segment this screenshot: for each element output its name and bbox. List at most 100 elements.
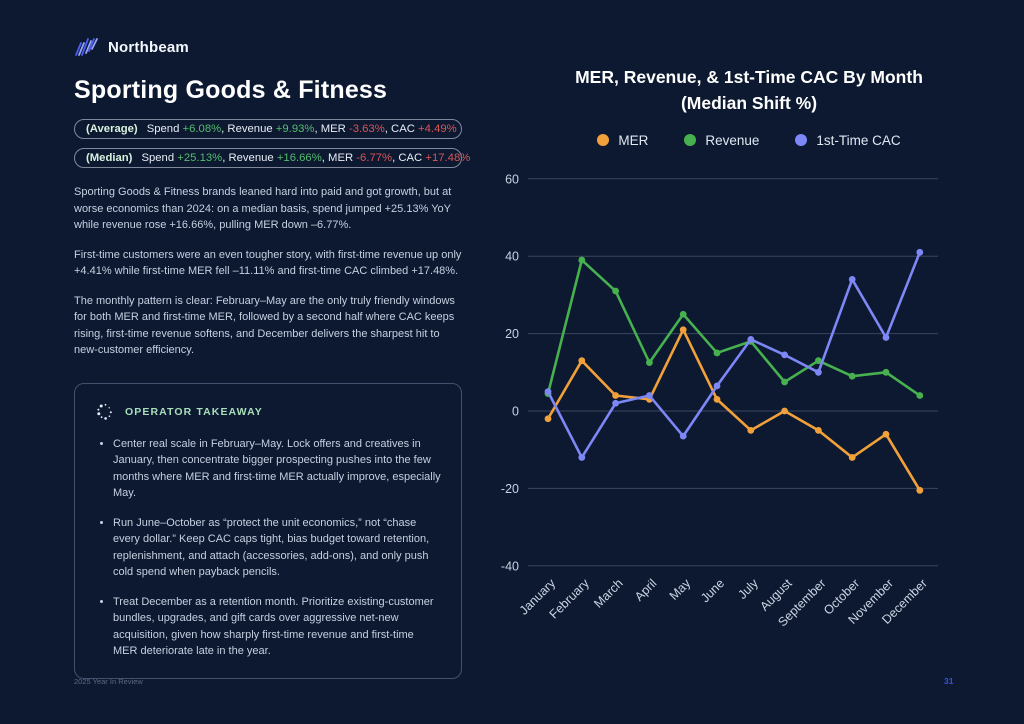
y-tick-label: 60 [505,172,519,186]
dotted-ring-icon [97,403,112,420]
revenue-line [546,258,922,397]
stat-segment: , Revenue [222,152,277,164]
takeaway-bullet-3: Treat December as a retention month. Pri… [113,594,441,660]
revenue-point [713,349,721,357]
stat-segment: +6.08% [182,123,222,135]
revenue-point [848,372,856,380]
revenue-point [646,359,653,367]
mer-point [713,395,721,403]
x-tick-label: March [591,576,625,610]
mer-point [679,326,687,334]
y-tick-label: 40 [505,250,519,264]
chart-title-line1: MER, Revenue, & 1st-Time CAC By Month [575,67,923,87]
takeaway-title: OPERATOR TAKEAWAY [125,405,263,418]
revenue-point [578,256,586,264]
cac-legend-dot-icon [795,134,808,146]
x-tick-label: April [632,576,660,604]
1st-time-cac-point [646,392,653,399]
chart-legend: MER Revenue 1st-Time CAC [490,133,1008,148]
1st-time-cac-point [882,334,890,341]
stat-segment: +16.66% [276,152,322,164]
mer-legend-label: MER [618,132,649,148]
chart-title-line2: (Median Shift %) [680,93,818,114]
mer-point [882,430,890,438]
1st-time-cac-point [544,388,552,396]
takeaway-bullet-1: Center real scale in February–May. Lock … [113,436,441,502]
summary-paragraph-2: First-time customers were an even toughe… [74,248,462,278]
legend-item-mer: MER [597,133,648,148]
mer-point [916,486,924,494]
1st-time-cac-point [713,382,721,390]
legend-item-revenue: Revenue [684,133,759,148]
stat-segment: +25.13% [177,152,223,164]
median-label: (Median) [86,152,133,164]
1st-time-cac-point [781,351,788,359]
summary-paragraph-3: The monthly pattern is clear: February–M… [74,294,455,357]
revenue-legend-label: Revenue [705,132,760,148]
stat-segment: -6.77% [356,152,393,164]
1st-time-cac-line [546,251,922,459]
brand-logo: Northbeam [74,36,462,58]
1st-time-cac-point [612,399,619,407]
stat-segment: , Revenue [221,123,276,135]
brand-name: Northbeam [108,38,189,56]
footer-report-name: 2025 Year In Review [74,677,143,686]
mer-point [747,426,755,434]
stat-segment: -3.63% [348,123,385,135]
stat-segment: Spend [146,123,183,135]
mer-line [546,328,922,492]
revenue-point [882,368,890,376]
operator-takeaway-box: OPERATOR TAKEAWAY Center real scale in F… [74,382,462,679]
revenue-point [815,357,822,365]
mer-point [781,407,788,415]
stat-segment: +4.49% [418,123,457,135]
y-tick-label: -40 [501,559,519,573]
1st-time-cac-point [679,432,687,440]
1st-time-cac-point [578,454,586,461]
cac-legend-label: 1st-Time CAC [816,132,901,148]
revenue-legend-dot-icon [684,134,697,146]
stat-segment: +17.48% [425,152,471,164]
mer-point [612,392,619,399]
chart-panel: MER, Revenue, & 1st-Time CAC By Month (M… [490,64,1008,148]
page-title: Sporting Goods & Fitness [74,76,388,104]
median-stat-values: Spend +25.13%, Revenue +16.66%, MER -6.7… [141,152,470,164]
chart-title: MER, Revenue, & 1st-Time CAC By Month (M… [490,64,1008,117]
stat-segment: , CAC [384,123,419,135]
average-stat-values: Spend +6.08%, Revenue +9.93%, MER -3.63%… [147,123,457,135]
revenue-point [916,392,924,399]
1st-time-cac-point [848,276,856,283]
summary-text: Sporting Goods & Fitness brands leaned h… [74,184,462,359]
y-tick-label: 20 [505,327,519,341]
left-column: Northbeam Sporting Goods & Fitness (Aver… [74,36,470,679]
stat-segment: , MER [314,123,349,135]
revenue-point [612,287,619,295]
stat-segment: , CAC [392,152,426,164]
takeaway-bullet-list: Center real scale in February–May. Lock … [95,436,441,660]
average-stat-pill: (Average) Spend +6.08%, Revenue +9.93%, … [74,119,462,139]
y-tick-label: -20 [501,482,519,496]
average-label: (Average) [86,123,138,135]
stat-segment: +9.93% [275,123,315,135]
1st-time-cac-point [747,336,755,343]
median-stat-pill: (Median) Spend +25.13%, Revenue +16.66%,… [74,148,470,168]
revenue-point [781,378,788,386]
takeaway-header: OPERATOR TAKEAWAY [95,402,441,422]
x-tick-label: July [735,576,761,602]
1st-time-cac-point [815,368,822,376]
stat-segment: Spend [141,152,178,164]
mer-point [544,415,552,423]
x-tick-label: June [698,576,727,605]
mer-point [815,426,822,434]
summary-paragraph-1: Sporting Goods & Fitness brands leaned h… [74,186,452,231]
x-tick-label: May [667,576,694,603]
mer-legend-dot-icon [597,134,610,146]
mer-point [578,357,586,365]
revenue-point [679,310,687,318]
footer-page-number: 31 [944,676,954,686]
northbeam-logo-icon [75,38,98,56]
y-tick-label: 0 [512,405,519,419]
mer-point [848,454,856,461]
